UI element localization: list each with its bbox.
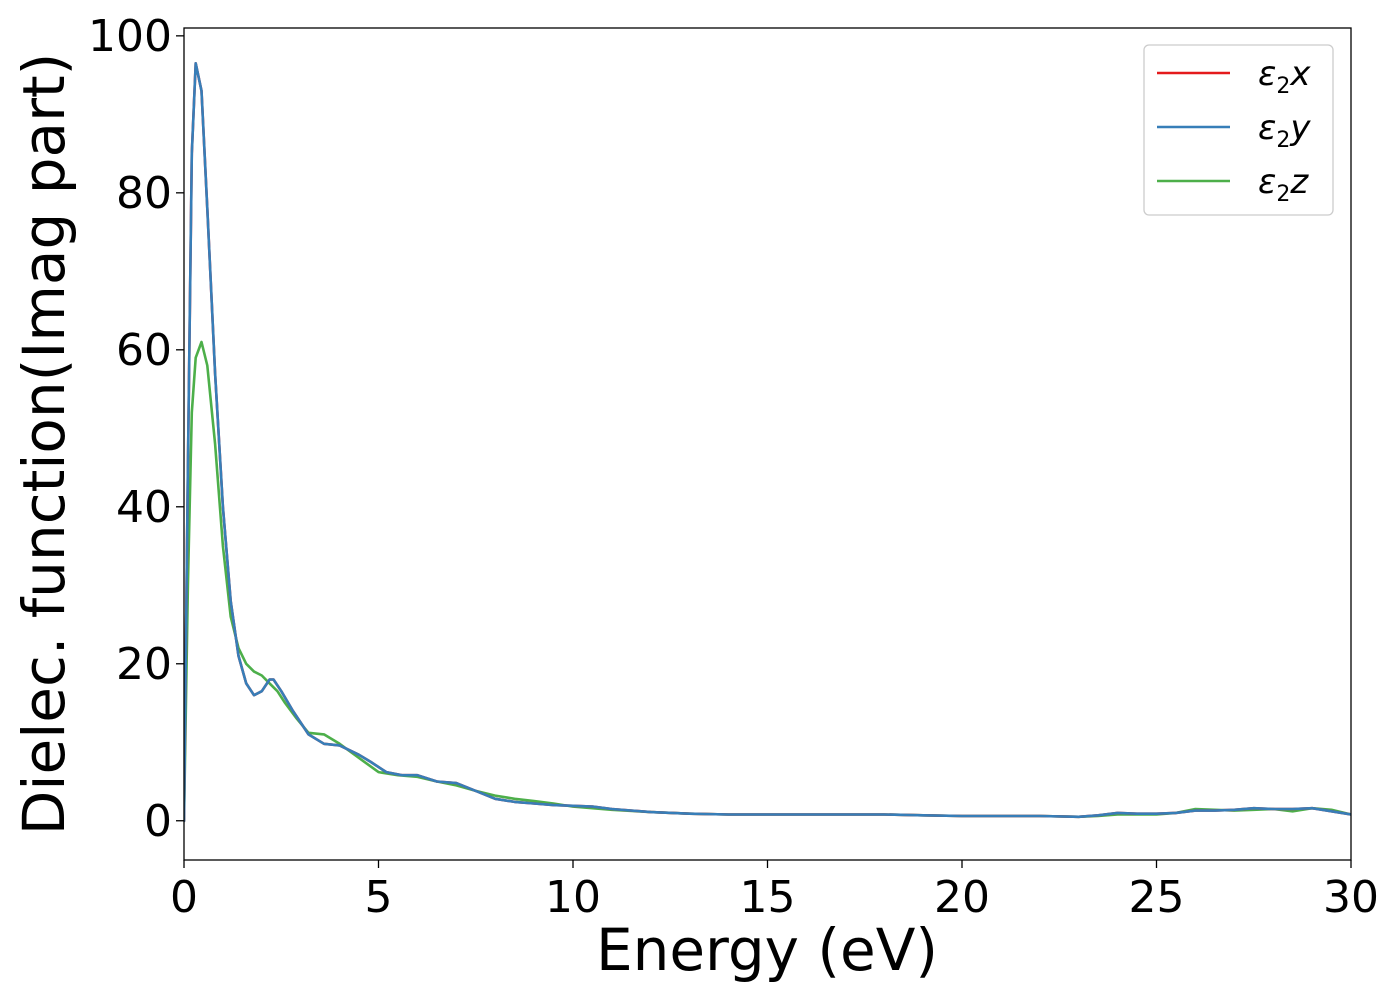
y-axis-title: Dielec. function(Imag part) [10,53,78,836]
legend-label-base: ε [1258,108,1276,148]
x-tick-label: 5 [365,872,393,923]
legend-label-x: ε2x [1258,54,1311,99]
legend-label-sub: 2 [1276,74,1290,99]
legend-label-z: ε2z [1258,162,1309,207]
y-tick-label: 60 [116,325,172,376]
y-tick-label: 100 [88,11,172,62]
legend-label-sub: 2 [1276,182,1290,207]
series-line-y [184,62,1351,823]
x-axis: 0 5 10 15 20 25 30 [170,860,1379,923]
y-tick-label: 40 [116,482,172,533]
x-tick-label: 20 [934,872,990,923]
legend-label-y: ε2y [1258,108,1311,153]
x-tick-label: 30 [1323,872,1379,923]
legend-label-base: ε [1258,54,1276,94]
y-tick-label: 20 [116,639,172,690]
legend-label-sub: 2 [1276,128,1290,153]
y-axis: 0 20 40 60 80 100 [88,11,184,847]
legend-box [1143,44,1334,216]
x-axis-title: Energy (eV) [596,916,938,984]
x-tick-label: 15 [740,872,796,923]
x-tick-label: 25 [1129,872,1185,923]
legend-label-var: y [1289,108,1311,148]
x-tick-label: 10 [545,872,601,923]
x-tick-label: 0 [170,872,198,923]
legend-label-base: ε [1258,162,1276,202]
y-tick-label: 0 [144,796,172,847]
legend-label-var: x [1289,54,1311,94]
legend-label-var: z [1289,162,1309,202]
series-layer [184,62,1351,823]
y-tick-label: 80 [116,168,172,219]
